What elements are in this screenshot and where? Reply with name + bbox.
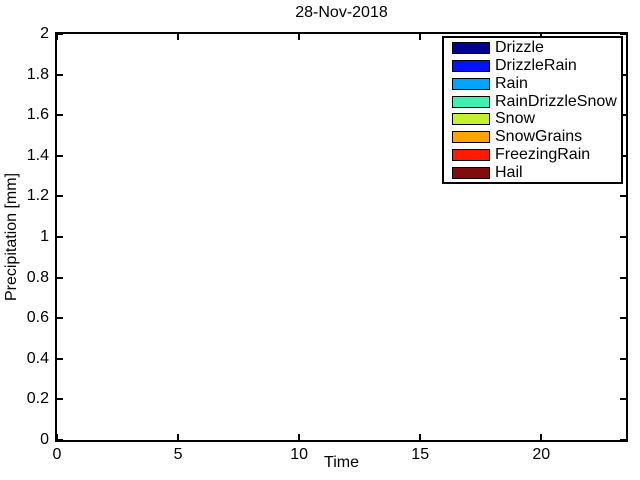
y-tick-mark <box>57 236 63 238</box>
y-tick-label: 0.6 <box>26 309 49 327</box>
x-tick-label: 15 <box>411 446 430 463</box>
y-tick-mark <box>57 114 63 117</box>
x-tick-mark <box>540 434 543 440</box>
x-tick-mark <box>419 34 422 40</box>
legend: Drizzle DrizzleRain Rain RainDrizzleSnow Sno… <box>442 36 623 184</box>
y-tick-mark <box>620 114 626 117</box>
legend-item-label: Snow <box>495 110 536 128</box>
y-tick-mark <box>57 33 63 35</box>
chart-title: 28-Nov-2018 <box>295 4 388 21</box>
y-tick-mark <box>57 357 63 360</box>
y-tick-mark <box>620 398 626 401</box>
legend-item: Hail <box>452 164 621 182</box>
y-tick-mark <box>57 398 63 401</box>
x-tick-mark <box>298 34 301 40</box>
x-axis-label: Time <box>324 454 359 471</box>
x-tick-label: 0 <box>52 446 62 463</box>
legend-item: SnowGrains <box>452 128 621 146</box>
legend-item-label: DrizzleRain <box>495 56 577 74</box>
y-tick-label: 0.2 <box>26 390 49 408</box>
x-tick-mark <box>419 434 422 440</box>
legend-item-label: Rain <box>495 74 528 92</box>
y-tick-mark <box>57 317 63 320</box>
legend-swatch <box>452 95 490 108</box>
y-tick-mark <box>620 357 626 360</box>
y-tick-mark <box>620 236 626 238</box>
x-tick-mark <box>177 434 180 440</box>
legend-swatch <box>452 41 490 54</box>
y-tick-mark <box>620 195 626 198</box>
y-tick-label: 0.8 <box>26 268 49 286</box>
legend-item: Drizzle <box>452 39 621 57</box>
x-tick-label: 5 <box>173 446 183 463</box>
legend-item-label: SnowGrains <box>495 128 583 146</box>
legend-item: FreezingRain <box>452 146 621 164</box>
y-tick-label: 0 <box>40 431 49 448</box>
y-tick-mark <box>620 33 626 35</box>
y-tick-label: 0.4 <box>26 349 49 367</box>
legend-swatch <box>452 131 490 144</box>
y-tick-mark <box>57 195 63 198</box>
legend-item-label: FreezingRain <box>495 146 591 164</box>
y-tick-label: 2 <box>40 25 49 42</box>
x-tick-label: 20 <box>532 446 551 463</box>
y-tick-mark <box>57 154 63 157</box>
y-tick-label: 1.2 <box>26 187 49 205</box>
y-tick-mark <box>620 154 626 157</box>
y-tick-mark <box>620 276 626 279</box>
y-tick-mark <box>57 439 63 441</box>
y-tick-label: 1.4 <box>26 146 49 164</box>
x-tick-mark <box>56 34 58 40</box>
legend-item-label: Drizzle <box>495 38 544 56</box>
legend-item: RainDrizzleSnow <box>452 93 621 111</box>
y-tick-mark <box>620 317 626 320</box>
y-tick-label: 1.6 <box>26 106 49 124</box>
y-tick-mark <box>620 439 626 441</box>
y-tick-label: 1 <box>40 228 49 245</box>
legend-swatch <box>452 113 490 126</box>
y-tick-label: 1.8 <box>26 65 49 83</box>
x-tick-mark <box>298 434 301 440</box>
x-tick-mark <box>56 434 58 440</box>
legend-swatch <box>452 167 490 180</box>
legend-item: Snow <box>452 111 621 129</box>
y-tick-mark <box>57 73 63 76</box>
legend-swatch <box>452 59 490 72</box>
legend-swatch <box>452 77 490 90</box>
y-tick-mark <box>620 73 626 76</box>
legend-item: DrizzleRain <box>452 57 621 75</box>
legend-swatch <box>452 149 490 162</box>
y-tick-mark <box>57 276 63 279</box>
x-tick-label: 10 <box>290 446 309 463</box>
x-tick-mark <box>177 34 180 40</box>
legend-item-label: RainDrizzleSnow <box>495 92 617 110</box>
legend-item: Rain <box>452 75 621 93</box>
legend-item-label: Hail <box>495 164 523 182</box>
